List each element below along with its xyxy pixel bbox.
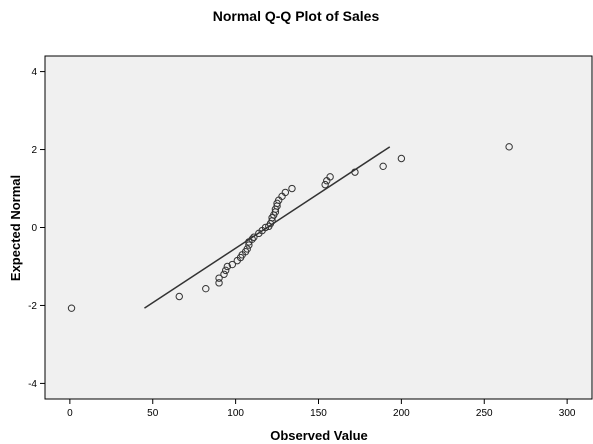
data-point: [175, 292, 183, 301]
data-point: [220, 270, 228, 278]
x-tick-label: 50: [147, 408, 159, 419]
data-point: [245, 241, 253, 249]
data-point: [261, 223, 270, 232]
data-point: [505, 143, 513, 151]
chart-title: Normal Q-Q Plot of Sales: [213, 8, 380, 24]
data-point: [397, 154, 406, 163]
data-point: [250, 233, 258, 241]
plot-area: [44, 55, 593, 400]
y-axis-label: Expected Normal: [8, 175, 23, 281]
x-tick-label: 100: [227, 408, 244, 419]
x-tick-label: 250: [476, 408, 493, 419]
x-tick-label: 300: [559, 408, 576, 419]
y-tick-label: -2: [28, 301, 37, 312]
data-point: [202, 284, 210, 293]
data-point: [288, 184, 296, 193]
data-point: [67, 304, 76, 312]
data-point: [281, 188, 290, 197]
x-tick-label: 0: [67, 408, 73, 419]
data-point: [321, 180, 329, 189]
data-point: [243, 245, 251, 253]
data-point: [215, 274, 223, 282]
data-point: [223, 262, 232, 271]
data-point: [228, 260, 237, 269]
y-tick-label: 4: [31, 67, 37, 78]
x-tick-label: 200: [393, 408, 410, 419]
data-point: [215, 279, 223, 287]
data-point: [221, 266, 230, 275]
data-point: [248, 235, 256, 243]
y-tick-label: 2: [31, 145, 37, 156]
data-point: [326, 173, 334, 181]
data-point: [351, 168, 359, 176]
y-tick-label: 0: [31, 223, 37, 234]
x-tick-label: 150: [310, 408, 327, 419]
x-axis-label: Observed Value: [270, 428, 368, 443]
y-tick-label: -4: [28, 379, 37, 390]
data-points: [67, 143, 513, 312]
y-axis-ticks: -4 -2 0 2 4: [28, 67, 45, 390]
x-axis-ticks: 0 50 100 150 200 250 300: [67, 399, 576, 419]
reference-line: [144, 146, 391, 309]
data-point: [379, 162, 387, 171]
